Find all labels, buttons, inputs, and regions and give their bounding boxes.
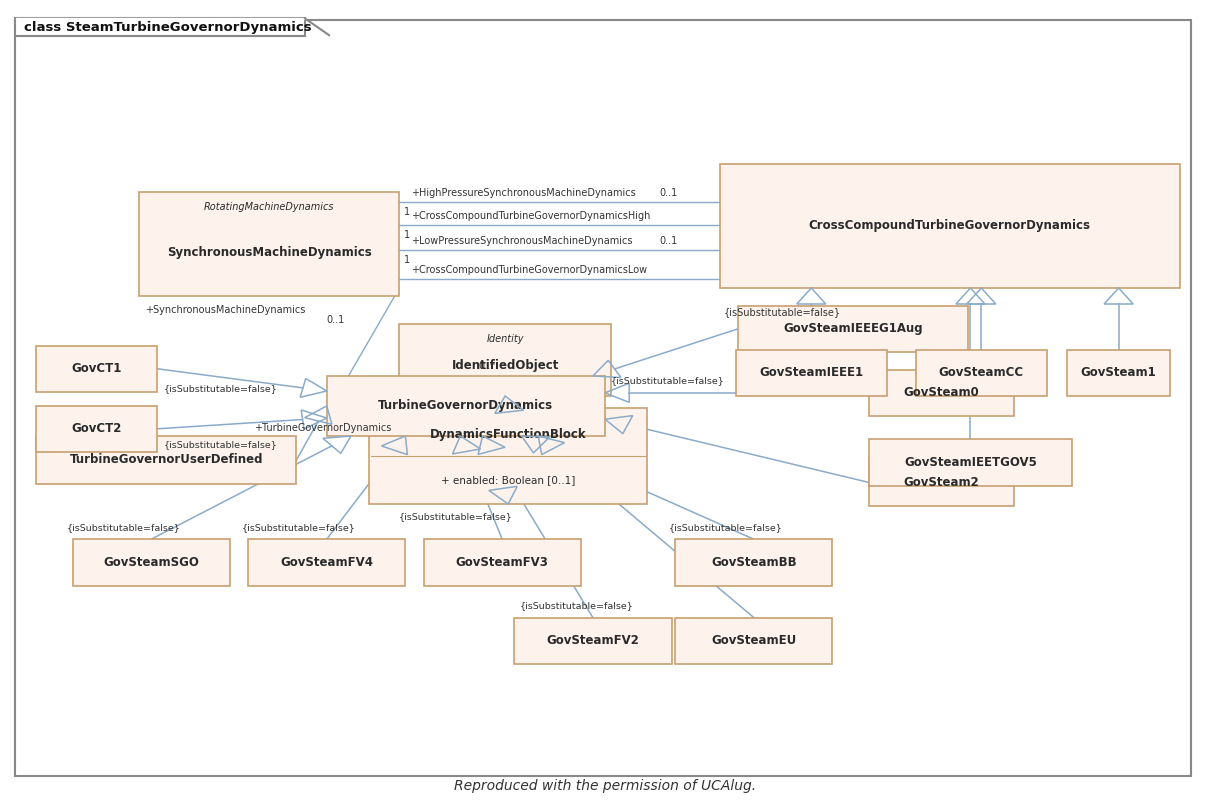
Text: 0..1: 0..1 xyxy=(327,315,345,325)
Text: 1: 1 xyxy=(404,207,410,217)
Text: TurbineGovernorUserDefined: TurbineGovernorUserDefined xyxy=(70,454,263,466)
Bar xyxy=(369,408,647,504)
Text: RotatingMachineDynamics: RotatingMachineDynamics xyxy=(204,202,334,212)
Bar xyxy=(869,370,1014,416)
Text: {isSubstitutable=false}: {isSubstitutable=false} xyxy=(669,522,783,532)
Bar xyxy=(675,618,832,664)
Text: GovSteamFV4: GovSteamFV4 xyxy=(281,556,373,569)
Text: GovSteamFV3: GovSteamFV3 xyxy=(456,556,548,569)
Bar xyxy=(399,324,611,396)
Bar xyxy=(869,459,1014,506)
Bar xyxy=(424,539,581,586)
Text: GovSteamIEETGOV5: GovSteamIEETGOV5 xyxy=(904,456,1037,469)
Text: GovSteamEU: GovSteamEU xyxy=(711,634,796,647)
Text: GovSteamIEEE1: GovSteamIEEE1 xyxy=(759,366,864,379)
Bar xyxy=(869,439,1072,486)
Bar xyxy=(73,539,230,586)
Text: 1: 1 xyxy=(404,255,410,265)
Text: IdentifiedObject: IdentifiedObject xyxy=(451,359,559,372)
Text: + enabled: Boolean [0..1]: + enabled: Boolean [0..1] xyxy=(440,475,576,485)
Text: GovSteamFV2: GovSteamFV2 xyxy=(547,634,639,647)
Text: +CrossCompoundTurbineGovernorDynamicsLow: +CrossCompoundTurbineGovernorDynamicsLow xyxy=(411,265,647,274)
Text: 0..1: 0..1 xyxy=(659,188,678,198)
Text: {isSubstitutable=false}: {isSubstitutable=false} xyxy=(163,440,277,450)
Bar xyxy=(1067,350,1170,396)
Text: {isSubstitutable=false}: {isSubstitutable=false} xyxy=(724,307,841,317)
Bar xyxy=(738,306,968,352)
Text: {isSubstitutable=false}: {isSubstitutable=false} xyxy=(163,384,277,394)
Text: +TurbineGovernorDynamics: +TurbineGovernorDynamics xyxy=(254,423,392,433)
Bar xyxy=(36,406,157,452)
Text: {isSubstitutable=false}: {isSubstitutable=false} xyxy=(399,512,513,522)
Text: GovCT1: GovCT1 xyxy=(71,362,122,375)
Text: DynamicsFunctionBlock: DynamicsFunctionBlock xyxy=(430,428,587,442)
Text: GovCT2: GovCT2 xyxy=(71,422,122,435)
Text: GovSteamBB: GovSteamBB xyxy=(711,556,796,569)
Bar xyxy=(327,376,605,436)
Text: GovSteam1: GovSteam1 xyxy=(1081,366,1157,379)
Text: GovSteamSGO: GovSteamSGO xyxy=(103,556,200,569)
Text: GovSteam0: GovSteam0 xyxy=(904,386,979,399)
Text: {isSubstitutable=false}: {isSubstitutable=false} xyxy=(520,601,634,610)
Bar xyxy=(736,350,887,396)
Text: CrossCompoundTurbineGovernorDynamics: CrossCompoundTurbineGovernorDynamics xyxy=(808,219,1091,233)
Bar xyxy=(139,192,399,296)
Text: GovSteam2: GovSteam2 xyxy=(904,476,979,489)
Bar xyxy=(36,346,157,392)
Text: 1: 1 xyxy=(404,230,410,240)
Text: {isSubstitutable=false}: {isSubstitutable=false} xyxy=(611,376,725,386)
Text: GovSteamCC: GovSteamCC xyxy=(939,366,1024,379)
Text: {isSubstitutable=false}: {isSubstitutable=false} xyxy=(67,522,180,532)
Text: TurbineGovernorDynamics: TurbineGovernorDynamics xyxy=(379,399,553,413)
Text: +SynchronousMachineDynamics: +SynchronousMachineDynamics xyxy=(145,306,306,315)
Bar xyxy=(675,539,832,586)
Bar xyxy=(514,618,672,664)
Bar xyxy=(916,350,1047,396)
Bar xyxy=(36,436,296,484)
Text: +HighPressureSynchronousMachineDynamics: +HighPressureSynchronousMachineDynamics xyxy=(411,188,636,198)
Text: {isSubstitutable=false}: {isSubstitutable=false} xyxy=(242,522,356,532)
Bar xyxy=(720,164,1180,288)
Bar xyxy=(15,18,305,36)
Text: 0..1: 0..1 xyxy=(659,236,678,246)
Text: Identity: Identity xyxy=(486,334,524,344)
Text: GovSteamIEEEG1Aug: GovSteamIEEEG1Aug xyxy=(783,322,923,335)
Text: +LowPressureSynchronousMachineDynamics: +LowPressureSynchronousMachineDynamics xyxy=(411,236,633,246)
Text: 0..*: 0..* xyxy=(478,362,495,371)
Text: +CrossCompoundTurbineGovernorDynamicsHigh: +CrossCompoundTurbineGovernorDynamicsHig… xyxy=(411,210,651,221)
Text: Reproduced with the permission of UCAlug.: Reproduced with the permission of UCAlug… xyxy=(454,778,756,793)
Text: SynchronousMachineDynamics: SynchronousMachineDynamics xyxy=(167,246,371,259)
Text: class SteamTurbineGovernorDynamics: class SteamTurbineGovernorDynamics xyxy=(24,21,312,34)
Bar xyxy=(248,539,405,586)
